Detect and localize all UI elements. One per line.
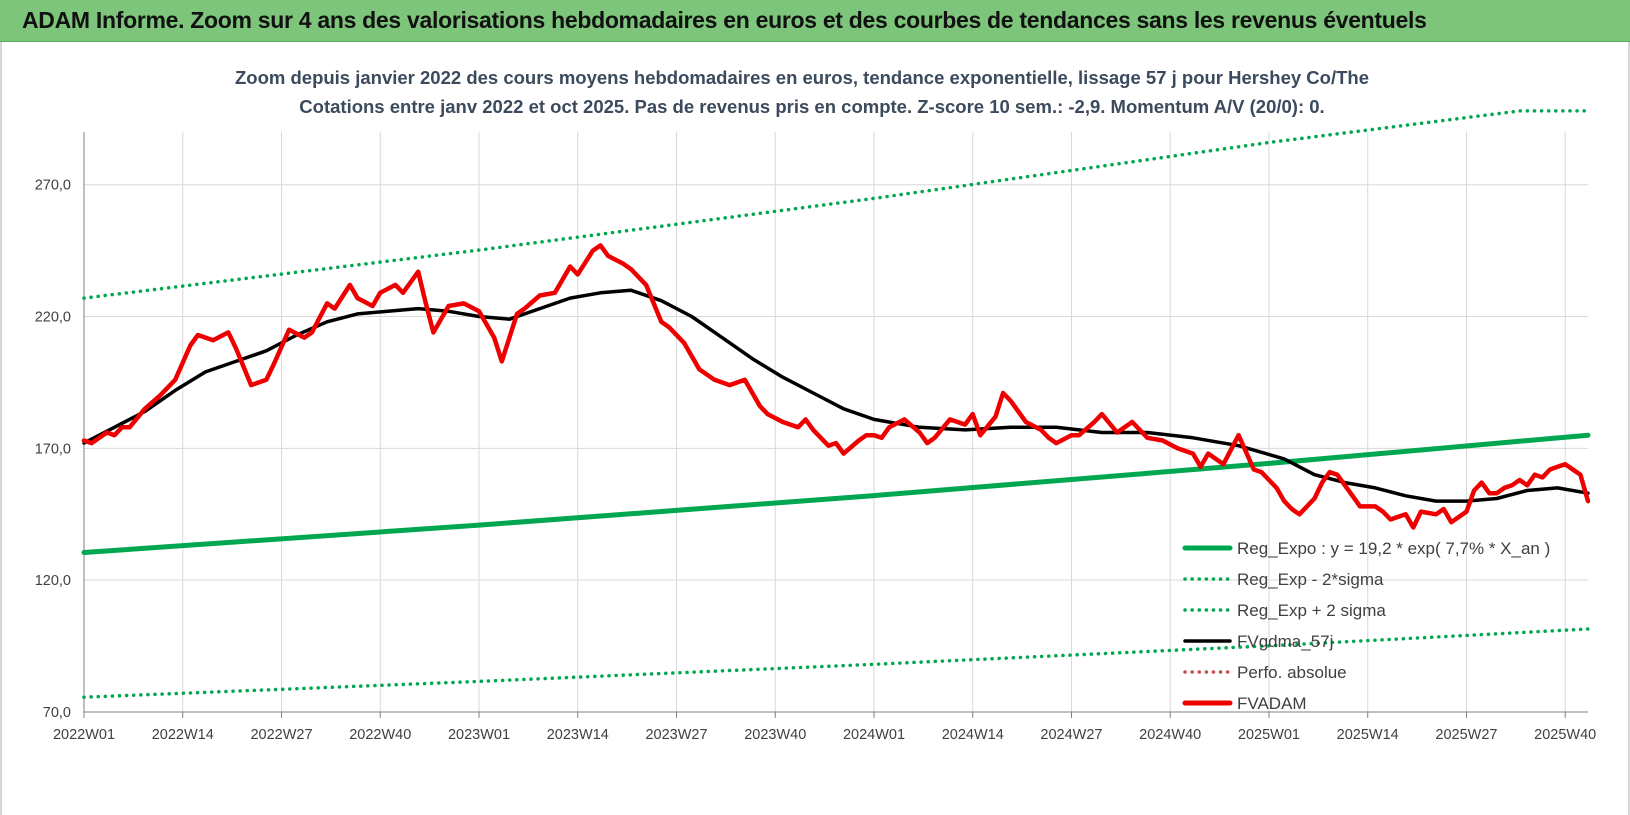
fvadam-line	[81, 243, 1591, 530]
x-tick-label: 2023W40	[744, 727, 806, 743]
reg-exp-minus-2sigma-line	[82, 627, 1590, 699]
x-tick-label: 2024W01	[843, 727, 905, 743]
legend-label: Perfo. absolue	[1237, 663, 1347, 682]
legend-label: Reg_Exp - 2*sigma	[1237, 570, 1384, 589]
series-lines	[81, 109, 1591, 699]
chart-frame: Zoom depuis janvier 2022 des cours moyen…	[0, 42, 1630, 815]
x-tick-label: 2025W40	[1534, 727, 1596, 743]
line-chart: Zoom depuis janvier 2022 des cours moyen…	[35, 67, 1597, 743]
chart-title-line2: Cotations entre janv 2022 et oct 2025. P…	[299, 96, 1324, 117]
legend-label: Reg_Expo : y = 19,2 * exp( 7,7% * X_an )	[1237, 539, 1550, 558]
x-tick-label: 2022W14	[152, 727, 214, 743]
reg-expo-line	[81, 432, 1591, 555]
x-tick-label: 2024W14	[942, 727, 1004, 743]
gridlines	[84, 132, 1588, 712]
x-tick-label: 2025W01	[1238, 727, 1300, 743]
x-tick-label: 2022W01	[53, 727, 115, 743]
y-tick-label: 270,0	[35, 178, 71, 194]
y-tick-label: 170,0	[35, 441, 71, 457]
axes: 70,0 120,0 170,0 220,0 270,0 2022W01 2022W14 20…	[35, 132, 1596, 743]
chart-title-line1: Zoom depuis janvier 2022 des cours moyen…	[235, 67, 1369, 88]
x-tick-label: 2022W40	[349, 727, 411, 743]
legend: Reg_Expo : y = 19,2 * exp( 7,7% * X_an )…	[1182, 539, 1550, 713]
report-title: ADAM Informe. Zoom sur 4 ans des valoris…	[22, 7, 1427, 33]
report-banner: ADAM Informe. Zoom sur 4 ans des valoris…	[0, 0, 1630, 42]
x-tick-label: 2022W27	[250, 727, 312, 743]
y-tick-label: 220,0	[35, 310, 71, 326]
legend-label: Reg_Exp + 2 sigma	[1237, 601, 1386, 620]
x-tick-label: 2024W40	[1139, 727, 1201, 743]
y-tick-label: 120,0	[35, 573, 71, 589]
legend-label: FVADAM	[1237, 694, 1307, 713]
fvgdma-57j-line	[82, 288, 1590, 503]
y-tick-label: 70,0	[43, 705, 71, 721]
legend-label: FVgdma_57j	[1237, 632, 1333, 651]
reg-exp-plus-2sigma-line	[82, 109, 1590, 300]
x-tick-label: 2025W27	[1435, 727, 1497, 743]
x-tick-label: 2023W27	[645, 727, 707, 743]
x-tick-label: 2024W27	[1040, 727, 1102, 743]
x-tick-label: 2023W01	[448, 727, 510, 743]
x-tick-label: 2023W14	[547, 727, 609, 743]
x-tick-label: 2025W14	[1337, 727, 1399, 743]
